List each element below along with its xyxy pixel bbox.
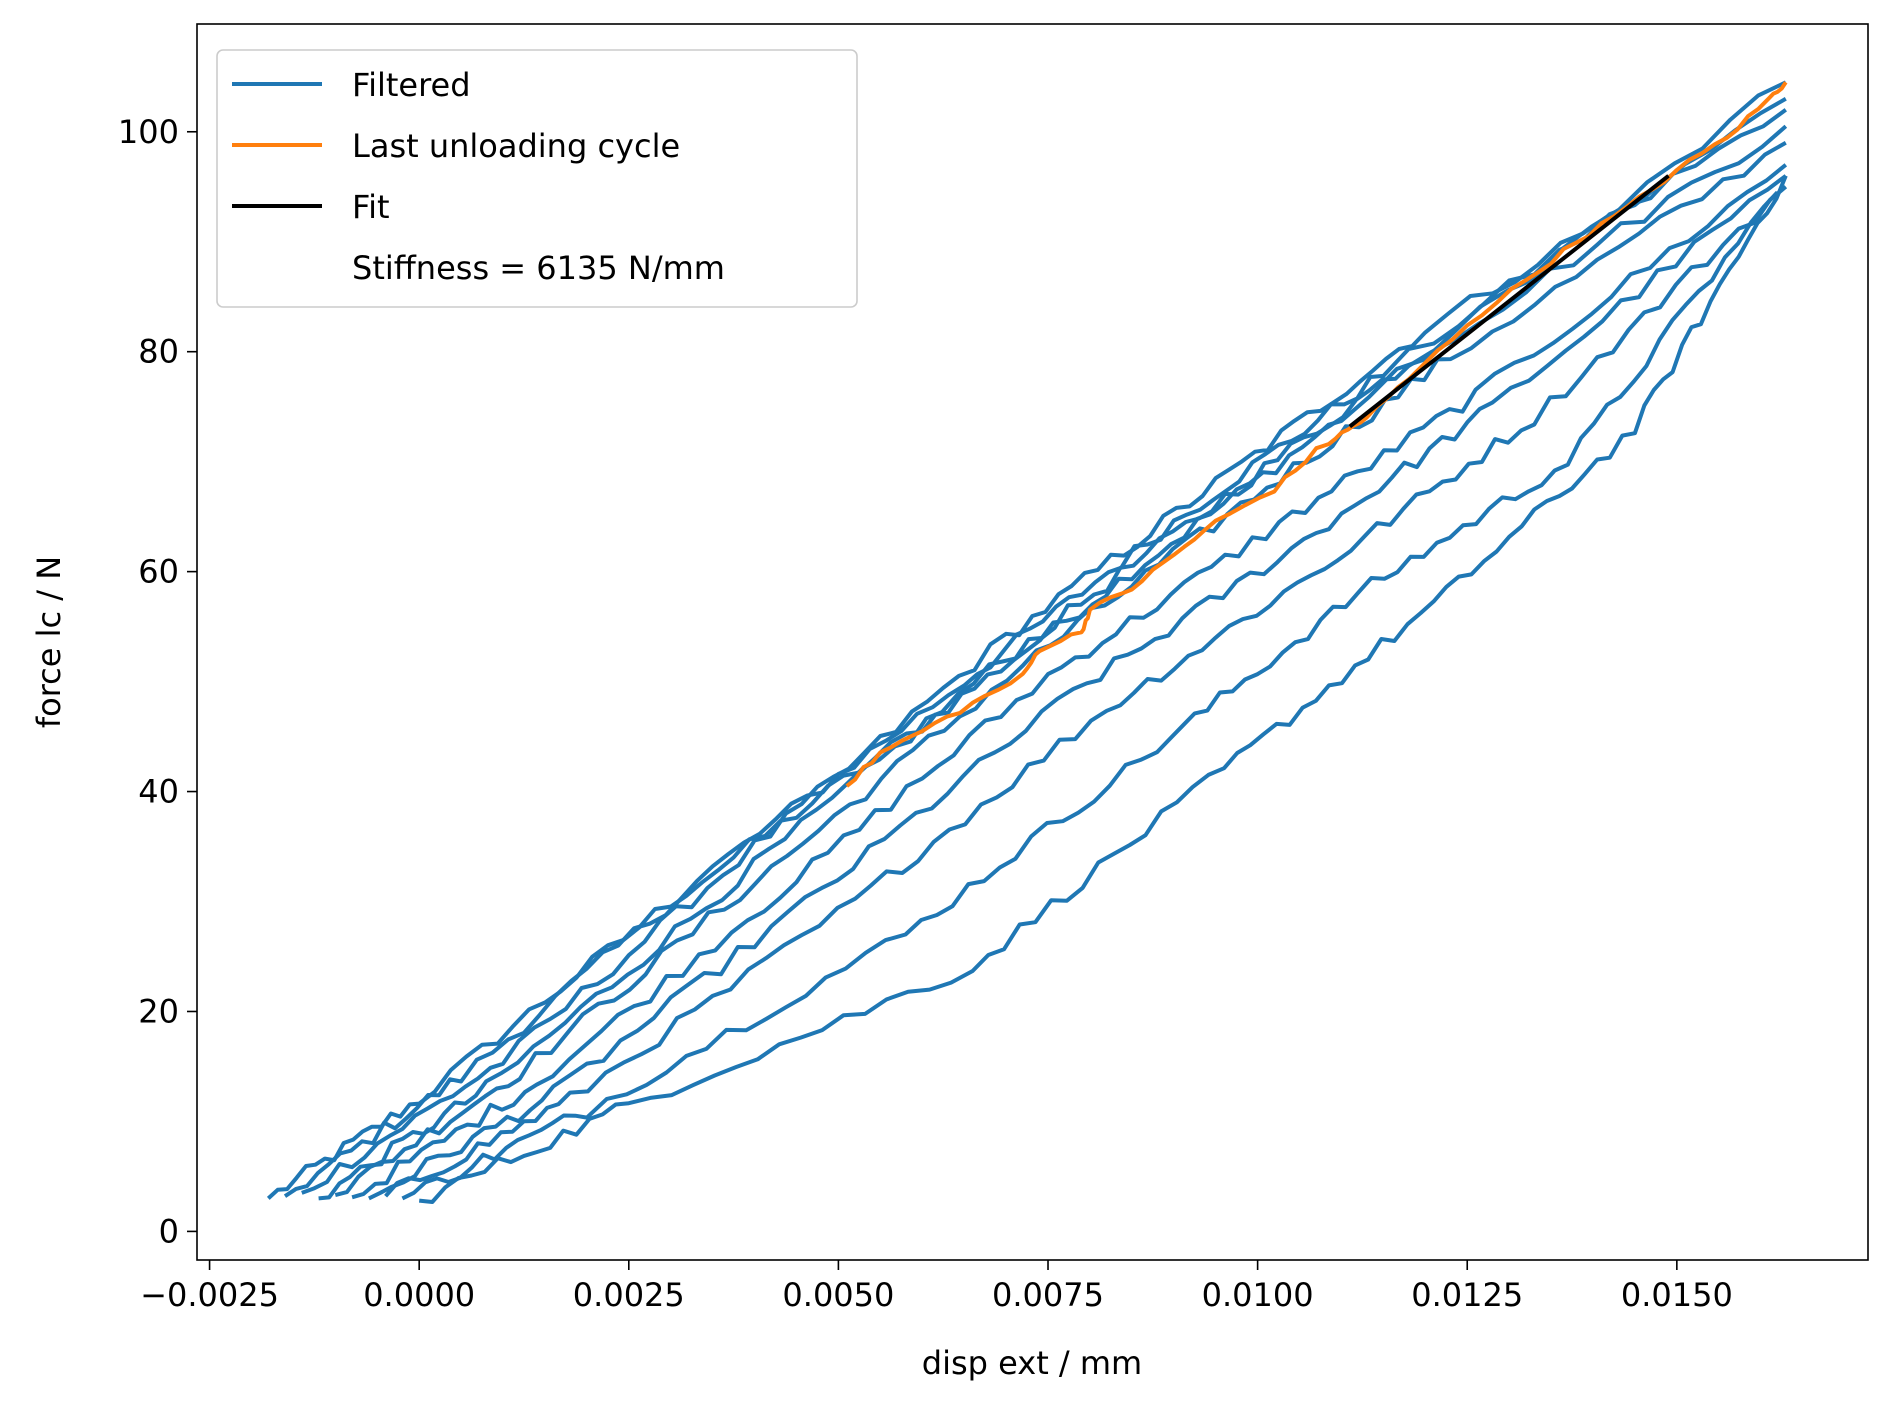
x-tick-label: 0.0050 [782, 1276, 894, 1314]
legend-box [216, 49, 858, 308]
y-tick-label: 0 [159, 1212, 179, 1250]
legend-label-filtered: Filtered [352, 66, 471, 104]
filtered-curve-6 [368, 174, 1788, 1201]
filtered-curve-5 [351, 163, 1788, 1200]
x-tick-label: 0.0075 [992, 1276, 1104, 1314]
filtered-curve-1 [283, 97, 1787, 1198]
filtered-curve-2 [301, 108, 1787, 1195]
y-tick-label: 20 [138, 992, 179, 1030]
axis-ticks: −0.0025 0.0000 0.0025 0.0050 0.0075 0.0100 0.0… [118, 113, 1733, 1314]
legend: Filtered Last unloading cycle Fit Stiffn… [216, 49, 858, 308]
legend-label-fit: Fit [352, 188, 390, 226]
filtered-curve-9 [418, 175, 1788, 1204]
y-tick-label: 40 [138, 773, 179, 811]
x-tick-label: −0.0025 [140, 1276, 279, 1314]
legend-label-stiffness: Stiffness = 6135 N/mm [352, 249, 725, 287]
fit-line [1348, 174, 1670, 429]
filtered-curve-4 [334, 141, 1787, 1198]
x-axis-label: disp ext / mm [922, 1344, 1142, 1382]
axes-frame [196, 23, 1869, 1261]
x-tick-label: 0.0000 [363, 1276, 475, 1314]
plot-area [266, 80, 1788, 1204]
x-tick-label: 0.0025 [573, 1276, 685, 1314]
filtered-curve-7 [384, 185, 1788, 1198]
x-tick-label: 0.0150 [1621, 1276, 1733, 1314]
y-tick-label: 60 [138, 553, 179, 591]
filtered-curve-3 [318, 124, 1788, 1201]
y-tick-label: 80 [138, 333, 179, 371]
filtered-curve-8 [401, 190, 1779, 1201]
y-tick-label: 100 [118, 113, 179, 151]
x-tick-label: 0.0100 [1202, 1276, 1314, 1314]
y-axis-label: force lc / N [30, 556, 68, 728]
x-tick-label: 0.0125 [1411, 1276, 1523, 1314]
legend-label-last-unloading: Last unloading cycle [352, 127, 680, 165]
